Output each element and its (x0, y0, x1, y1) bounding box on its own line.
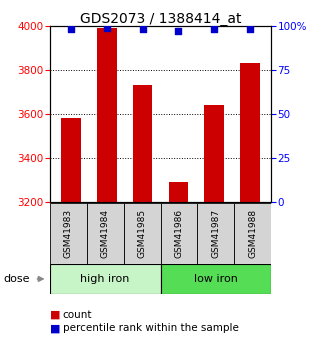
Text: GSM41985: GSM41985 (137, 209, 147, 258)
Point (212, 27, 217, 32)
Bar (50, 264, 160, 294)
Text: high iron: high iron (81, 274, 130, 284)
Bar (234, 203, 271, 264)
Point (69, 27, 74, 32)
Text: GSM41988: GSM41988 (248, 209, 257, 258)
Bar (197, 203, 234, 264)
Text: percentile rank within the sample: percentile rank within the sample (63, 324, 239, 333)
Bar (50, 203, 87, 264)
Text: GDS2073 / 1388414_at: GDS2073 / 1388414_at (80, 12, 241, 26)
Text: GSM41983: GSM41983 (64, 209, 73, 258)
Point (176, 28, 181, 34)
Text: ■: ■ (50, 310, 60, 319)
Text: dose: dose (3, 274, 30, 284)
Bar (204, 105, 224, 202)
Bar (133, 85, 152, 202)
Text: GSM41986: GSM41986 (174, 209, 184, 258)
Text: ■: ■ (50, 324, 60, 333)
Bar (160, 264, 271, 294)
Point (247, 27, 252, 32)
Bar (124, 203, 160, 264)
Text: GSM41984: GSM41984 (100, 209, 110, 258)
Point (140, 27, 145, 32)
Bar (97, 28, 117, 202)
Point (104, 25, 109, 30)
Bar (61, 118, 81, 202)
Bar (240, 63, 260, 202)
Bar (160, 203, 197, 264)
Text: low iron: low iron (194, 274, 238, 284)
Bar (87, 203, 124, 264)
Text: GSM41987: GSM41987 (211, 209, 221, 258)
Text: count: count (63, 310, 92, 319)
Bar (169, 182, 188, 202)
